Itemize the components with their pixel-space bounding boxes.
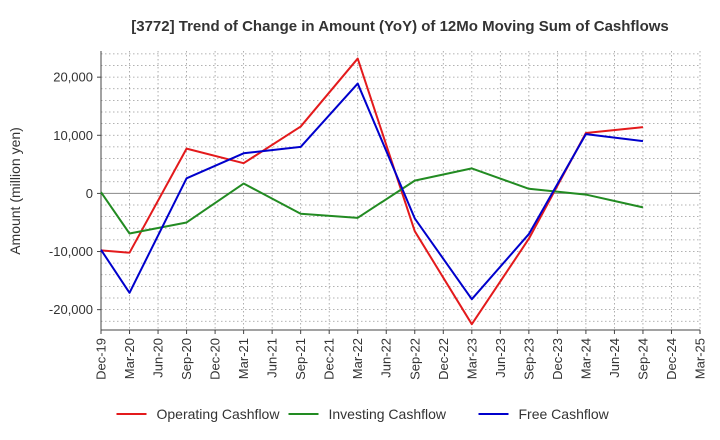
x-tick-label: Dec-22 (436, 338, 451, 380)
legend-label-free-cashflow: Free Cashflow (519, 406, 610, 422)
x-tick-label: Mar-23 (464, 338, 479, 379)
grid (100, 51, 701, 330)
x-tick-label: Sep-21 (293, 338, 308, 380)
x-tick-label: Dec-20 (208, 338, 223, 380)
x-tick-label: Dec-21 (322, 338, 337, 380)
axes (97, 51, 701, 334)
y-axis-label: Amount (million yen) (7, 127, 23, 255)
y-tick-label: 20,000 (53, 70, 93, 85)
x-tick-label: Mar-21 (236, 338, 251, 379)
y-tick-label: 0 (86, 186, 93, 201)
y-tick-label: -10,000 (49, 244, 93, 259)
x-tick-label: Sep-24 (635, 338, 650, 380)
x-tick-label: Sep-23 (521, 338, 536, 380)
y-tick-label: 10,000 (53, 128, 93, 143)
series-line-operating-cashflow (100, 57, 644, 326)
legend: Operating Cashflow Investing Cashflow Free… (116, 406, 610, 422)
x-tick-label: Dec-24 (664, 338, 679, 380)
series-line-free-cashflow (100, 82, 644, 301)
x-tick-label: Mar-25 (693, 338, 708, 379)
x-tick-label: Dec-19 (94, 338, 109, 380)
x-tick-labels: Dec-19 Mar-20 Jun-20 Sep-20 Dec-20 Mar-21 Jun-… (94, 338, 708, 380)
x-tick-label: Sep-20 (179, 338, 194, 380)
x-tick-label: Jun-21 (265, 338, 280, 378)
series-lines (100, 57, 644, 326)
legend-label-investing-cashflow: Investing Cashflow (329, 406, 447, 422)
x-tick-label: Mar-20 (122, 338, 137, 379)
x-tick-label: Dec-23 (550, 338, 565, 380)
y-tick-labels: 20,000 10,000 0 -10,000 -20,000 (49, 70, 93, 318)
x-tick-label: Mar-22 (350, 338, 365, 379)
x-tick-label: Sep-22 (407, 338, 422, 380)
y-tick-label: -20,000 (49, 302, 93, 317)
x-tick-label: Mar-24 (578, 338, 593, 379)
series-line-investing-cashflow (100, 167, 644, 235)
chart-title: [3772] Trend of Change in Amount (YoY) o… (131, 18, 669, 35)
x-tick-label: Jun-23 (493, 338, 508, 378)
legend-label-operating-cashflow: Operating Cashflow (157, 406, 281, 422)
x-tick-label: Jun-24 (607, 338, 622, 378)
x-tick-label: Jun-22 (379, 338, 394, 378)
x-tick-label: Jun-20 (151, 338, 166, 378)
